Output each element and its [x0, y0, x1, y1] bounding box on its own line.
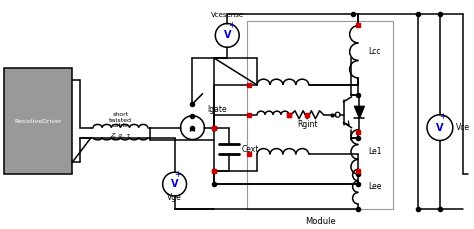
Text: short
twisted
cable: short twisted cable: [109, 112, 132, 128]
Text: Vge: Vge: [167, 193, 182, 202]
Polygon shape: [355, 106, 365, 118]
Text: Cext: Cext: [241, 145, 258, 154]
Text: V: V: [171, 179, 178, 189]
Text: Lcc: Lcc: [368, 47, 381, 56]
Text: Vce: Vce: [456, 123, 470, 132]
Text: V: V: [224, 30, 231, 40]
Text: Rgint: Rgint: [297, 120, 318, 129]
Text: Vcesense: Vcesense: [211, 11, 244, 18]
Text: +: +: [439, 112, 447, 121]
Text: V: V: [436, 123, 444, 133]
Text: ResistiveDriver: ResistiveDriver: [14, 119, 62, 124]
Text: Lee: Lee: [368, 182, 382, 191]
Text: Igate: Igate: [208, 105, 227, 114]
Text: Le1: Le1: [368, 147, 382, 156]
Bar: [4, 68, 72, 174]
Text: Module: Module: [305, 217, 336, 226]
Text: +: +: [228, 21, 235, 30]
Text: +: +: [174, 170, 181, 179]
Text: Z, α, τ: Z, α, τ: [110, 133, 130, 138]
